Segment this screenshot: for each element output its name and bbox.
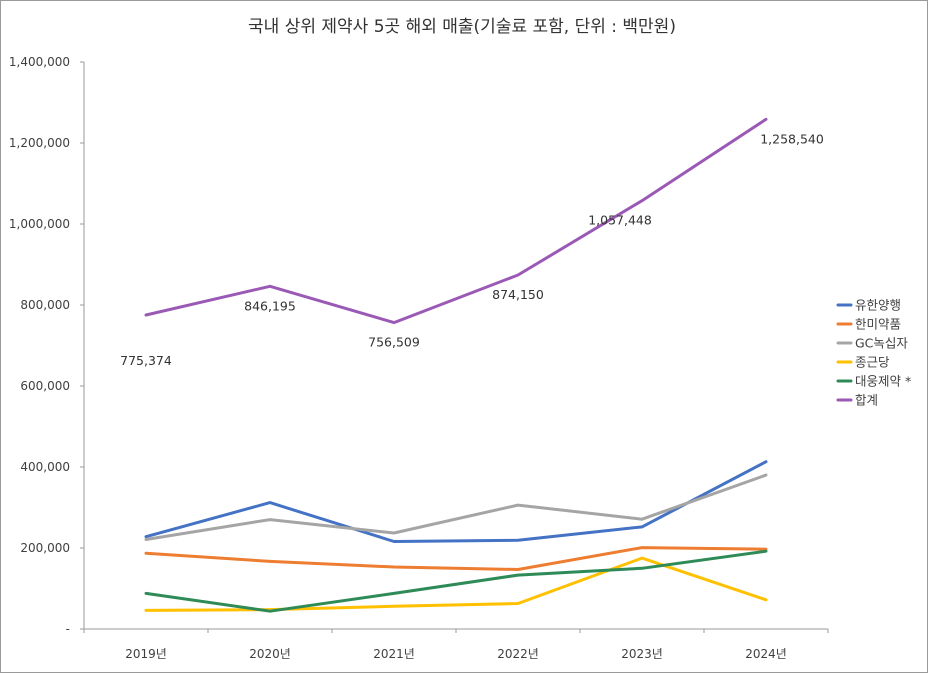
y-tick-label: 1,200,000 — [9, 136, 70, 150]
data-label: 1,258,540 — [760, 131, 824, 146]
y-tick-label: 1,400,000 — [9, 55, 70, 69]
y-tick-label: 800,000 — [20, 298, 70, 312]
data-label: 756,509 — [368, 335, 420, 350]
y-tick-label: - — [66, 622, 70, 636]
data-label: 874,150 — [492, 287, 544, 302]
y-tick-label: 200,000 — [20, 541, 70, 555]
series-line-대웅제약 — [144, 549, 768, 613]
legend-label: 유한양행 — [855, 298, 901, 313]
data-labels: 775,374 846,195 756,509 874,150 1,057,448 1,2… — [120, 131, 824, 368]
y-tick-label: 600,000 — [20, 379, 70, 393]
series-line-한미약품 — [144, 546, 768, 571]
axes: - 200,000 400,000 600,000 800,000 1,000,000 1,… — [9, 55, 829, 661]
legend-label: 종근당 — [855, 355, 890, 370]
legend-label: 대웅제약 * — [855, 374, 911, 389]
series-line-합계 — [144, 117, 768, 325]
data-label: 1,057,448 — [588, 213, 652, 228]
x-tick-label: 2019년 — [125, 647, 167, 661]
data-label: 775,374 — [120, 353, 172, 368]
x-tick-label: 2020년 — [249, 647, 291, 661]
x-tick-label: 2024년 — [745, 647, 787, 661]
chart-title: 국내 상위 제약사 5곳 해외 매출(기술료 포함, 단위 : 백만원) — [248, 17, 676, 37]
series-layer — [144, 117, 768, 613]
series-line-GC녹십자 — [144, 473, 768, 541]
x-tick-label: 2021년 — [373, 647, 415, 661]
legend-label: 한미약품 — [855, 317, 901, 332]
series-line-유한양행 — [144, 460, 768, 543]
x-tick-label: 2022년 — [497, 647, 539, 661]
x-tick-label: 2023년 — [621, 647, 663, 661]
legend-label: GC녹십자 — [855, 336, 908, 351]
legend-label: 합계 — [855, 393, 878, 408]
y-tick-label: 1,000,000 — [9, 217, 70, 231]
y-tick-label: 400,000 — [20, 460, 70, 474]
data-label: 846,195 — [244, 298, 296, 313]
